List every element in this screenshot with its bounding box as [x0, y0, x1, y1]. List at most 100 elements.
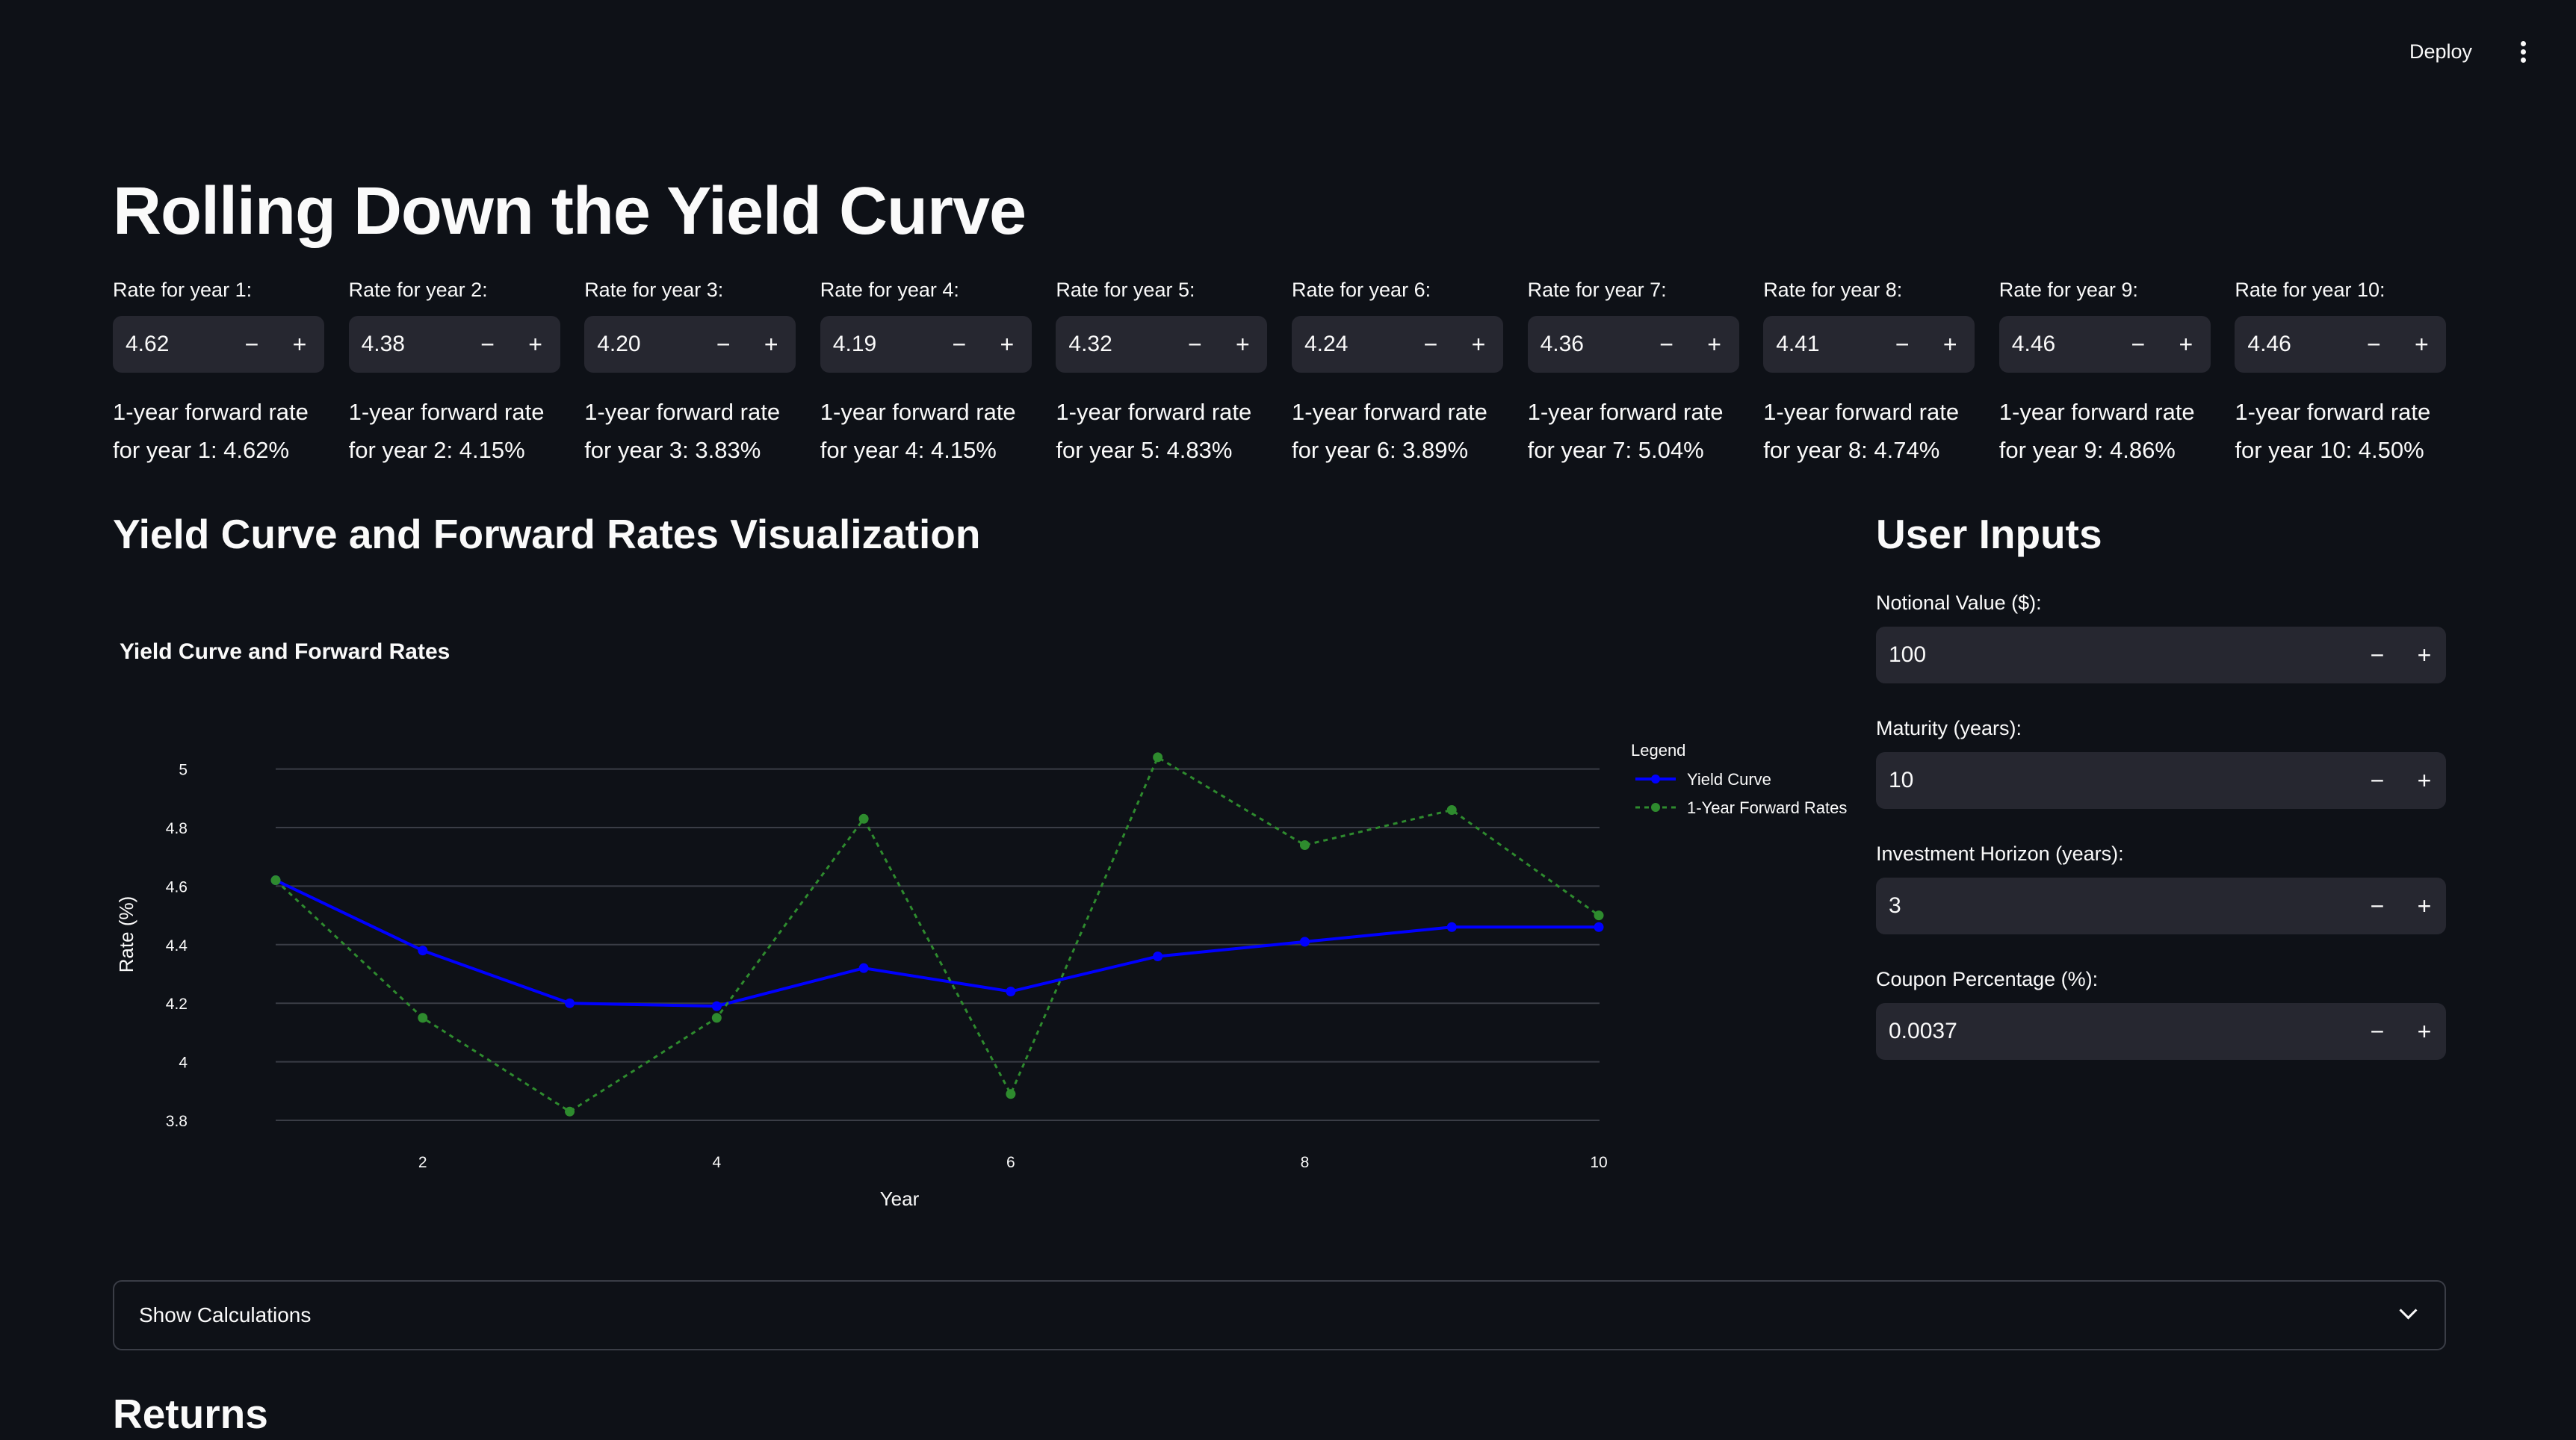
decrement-button[interactable]: −: [480, 331, 495, 358]
decrement-button[interactable]: −: [2131, 331, 2146, 358]
increment-button[interactable]: +: [292, 331, 307, 358]
series-2-point: [418, 1013, 428, 1023]
forward-rate-text: 1-year forward rate for year 1: 4.62%: [113, 399, 309, 463]
series-line-1: [275, 878, 1599, 1008]
rate-input-year-5: Rate for year 5: 4.32 − +1-year forward rat…: [1056, 275, 1268, 469]
increment-button[interactable]: +: [1942, 331, 1957, 358]
user-number-input[interactable]: 3 − +: [1876, 878, 2446, 934]
y-tick-label: 4: [179, 1055, 188, 1072]
legend-title: Legend: [1631, 741, 1685, 760]
rate-value[interactable]: 4.36: [1540, 332, 1584, 356]
forward-rate-text: 1-year forward rate for year 2: 4.15%: [348, 399, 545, 463]
decrement-button[interactable]: −: [2370, 767, 2385, 794]
series-2-point: [711, 1013, 722, 1023]
rate-input-year-6: Rate for year 6: 4.24 − +1-year forward rat…: [1292, 275, 1503, 469]
increment-button[interactable]: +: [2179, 331, 2193, 358]
legend-swatch-point: [1651, 803, 1660, 812]
increment-button[interactable]: +: [1000, 331, 1015, 358]
decrement-button[interactable]: −: [2367, 331, 2381, 358]
rate-number-input[interactable]: 4.19 − +: [820, 316, 1032, 373]
rate-value[interactable]: 4.32: [1068, 332, 1112, 356]
increment-button[interactable]: +: [2417, 893, 2432, 919]
x-tick-label: 4: [712, 1154, 721, 1171]
rate-number-input[interactable]: 4.38 − +: [348, 316, 560, 373]
show-calculations-expander[interactable]: Show Calculations: [113, 1280, 2446, 1350]
y-tick-label: 4.4: [166, 937, 188, 955]
rate-label: Rate for year 6:: [1292, 279, 1431, 301]
increment-button[interactable]: +: [2417, 1018, 2432, 1045]
user-number-input[interactable]: 100 − +: [1876, 627, 2446, 683]
user-input-value[interactable]: 100: [1889, 642, 1927, 667]
rate-label: Rate for year 4:: [820, 279, 959, 301]
rate-input-year-8: Rate for year 8: 4.41 − +1-year forward rat…: [1763, 275, 1975, 469]
increment-button[interactable]: +: [2417, 642, 2432, 668]
user-input-field: Investment Horizon (years): 3 − +: [1876, 839, 2446, 934]
legend-entry: Yield Curve: [1687, 770, 1771, 789]
kebab-menu-icon[interactable]: [2504, 33, 2542, 70]
decrement-button[interactable]: −: [1188, 331, 1202, 358]
rate-number-input[interactable]: 4.20 − +: [584, 316, 796, 373]
x-tick-label: 2: [418, 1154, 427, 1171]
deploy-button[interactable]: Deploy: [2409, 40, 2473, 63]
y-axis-label: Rate (%): [115, 896, 137, 973]
x-axis-label: Year: [880, 1188, 920, 1210]
rate-number-input[interactable]: 4.41 − +: [1763, 316, 1975, 373]
rate-value[interactable]: 4.41: [1776, 332, 1820, 356]
rate-label: Rate for year 1:: [113, 279, 253, 301]
rate-number-input[interactable]: 4.46 − +: [2235, 316, 2447, 373]
increment-button[interactable]: +: [764, 331, 778, 358]
user-number-input[interactable]: 10 − +: [1876, 752, 2446, 809]
user-input-value[interactable]: 10: [1889, 768, 1914, 792]
user-input-label: Maturity (years):: [1876, 717, 2022, 739]
increment-button[interactable]: +: [1236, 331, 1250, 358]
forward-rate-text: 1-year forward rate for year 5: 4.83%: [1056, 399, 1252, 463]
decrement-button[interactable]: −: [1423, 331, 1438, 358]
user-input-value[interactable]: 3: [1889, 893, 1901, 918]
rate-value[interactable]: 4.20: [597, 332, 641, 356]
decrement-button[interactable]: −: [716, 331, 731, 358]
rate-value[interactable]: 4.46: [2011, 332, 2056, 356]
series-1-point: [1153, 951, 1163, 961]
rate-input-year-4: Rate for year 4: 4.19 − +1-year forward rat…: [820, 275, 1032, 469]
rate-input-year-1: Rate for year 1: 4.62 − +1-year forward rat…: [113, 275, 324, 469]
increment-button[interactable]: +: [528, 331, 542, 358]
rate-value[interactable]: 4.19: [832, 332, 877, 356]
decrement-button[interactable]: −: [2370, 1018, 2385, 1045]
series-2-point: [1446, 804, 1457, 815]
increment-button[interactable]: +: [1707, 331, 1721, 358]
rate-value[interactable]: 4.38: [361, 332, 405, 356]
series-line-2: [274, 755, 1600, 1114]
series-1-point: [1446, 922, 1457, 932]
rate-label: Rate for year 10:: [2235, 279, 2385, 301]
forward-rate-text: 1-year forward rate for year 10: 4.50%: [2235, 399, 2431, 463]
legend-swatch-point: [1651, 775, 1660, 783]
decrement-button[interactable]: −: [244, 331, 259, 358]
increment-button[interactable]: +: [2417, 767, 2432, 794]
user-input-field: Notional Value ($): 100 − +: [1876, 588, 2446, 683]
rate-number-input[interactable]: 4.32 − +: [1056, 316, 1268, 373]
increment-button[interactable]: +: [2415, 331, 2429, 358]
chart-title: Yield Curve and Forward Rates: [120, 639, 450, 664]
rate-number-input[interactable]: 4.46 − +: [1998, 316, 2211, 373]
chevron-down-icon: [2399, 1301, 2418, 1320]
rate-input-year-9: Rate for year 9: 4.46 − +1-year forward rat…: [1998, 275, 2211, 469]
decrement-button[interactable]: −: [2370, 893, 2385, 919]
user-number-input[interactable]: 0.0037 − +: [1876, 1003, 2446, 1060]
decrement-button[interactable]: −: [952, 331, 967, 358]
rate-label: Rate for year 2:: [348, 279, 488, 301]
y-tick-label: 3.8: [166, 1113, 188, 1130]
decrement-button[interactable]: −: [2370, 642, 2385, 668]
rate-number-input[interactable]: 4.36 − +: [1527, 316, 1739, 373]
rate-number-input[interactable]: 4.62 − +: [113, 316, 324, 373]
rate-value[interactable]: 4.46: [2247, 332, 2291, 356]
viz-heading: Yield Curve and Forward Rates Visualizat…: [113, 511, 981, 557]
decrement-button[interactable]: −: [1659, 331, 1674, 358]
rate-value[interactable]: 4.24: [1304, 332, 1349, 356]
y-tick-label: 4.6: [166, 878, 188, 896]
series-2-point: [1594, 910, 1604, 921]
increment-button[interactable]: +: [1471, 331, 1486, 358]
decrement-button[interactable]: −: [1895, 331, 1910, 358]
rate-value[interactable]: 4.62: [126, 332, 170, 356]
rate-number-input[interactable]: 4.24 − +: [1292, 316, 1503, 373]
user-input-value[interactable]: 0.0037: [1889, 1019, 1957, 1043]
